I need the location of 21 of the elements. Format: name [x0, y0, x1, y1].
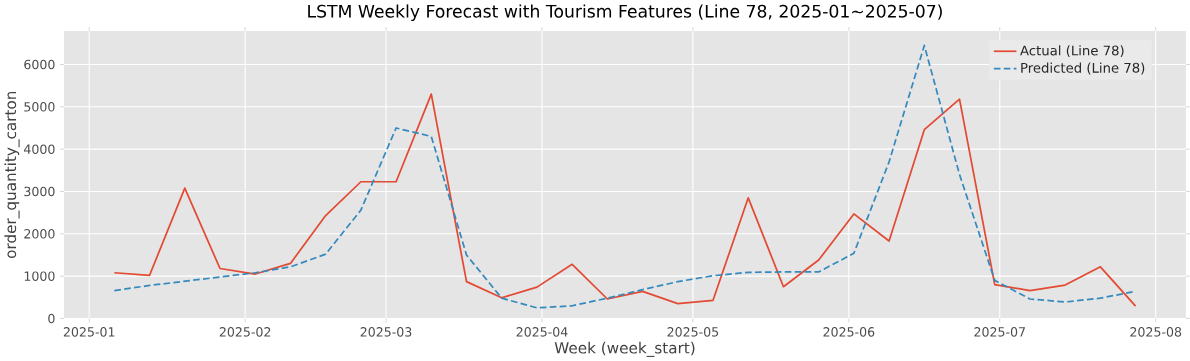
- x-axis-title: Week (week_start): [554, 341, 695, 357]
- x-tick-label: 2025-03: [360, 326, 412, 337]
- x-tick-label: 2025-05: [667, 326, 719, 337]
- y-tick-label: 2000: [24, 228, 55, 239]
- legend-label: Actual (Line 78): [1020, 45, 1124, 57]
- y-tick-label: 5000: [24, 101, 55, 112]
- x-tick-label: 2025-07: [974, 326, 1025, 337]
- legend-label: Predicted (Line 78): [1021, 62, 1145, 75]
- y-axis-title: order_quantity_carton: [4, 91, 20, 258]
- x-tick-label: 2025-08: [1130, 326, 1182, 337]
- x-tick-label: 2025-04: [516, 326, 568, 337]
- x-tick-label: 2025-01: [63, 326, 115, 337]
- y-tick-label: 1000: [24, 271, 55, 281]
- y-tick-label: 0: [48, 313, 55, 324]
- y-tick-label: 6000: [24, 59, 55, 70]
- x-tick-label: 2025-06: [823, 326, 875, 337]
- y-tick-label: 4000: [24, 144, 55, 154]
- y-tick-label: 3000: [24, 186, 55, 197]
- chart-title: LSTM Weekly Forecast with Tourism Features (Line 78, 2025-01~2025-07): [308, 4, 942, 21]
- x-tick-label: 2025-02: [219, 326, 271, 337]
- line-series: [113, 93, 1137, 307]
